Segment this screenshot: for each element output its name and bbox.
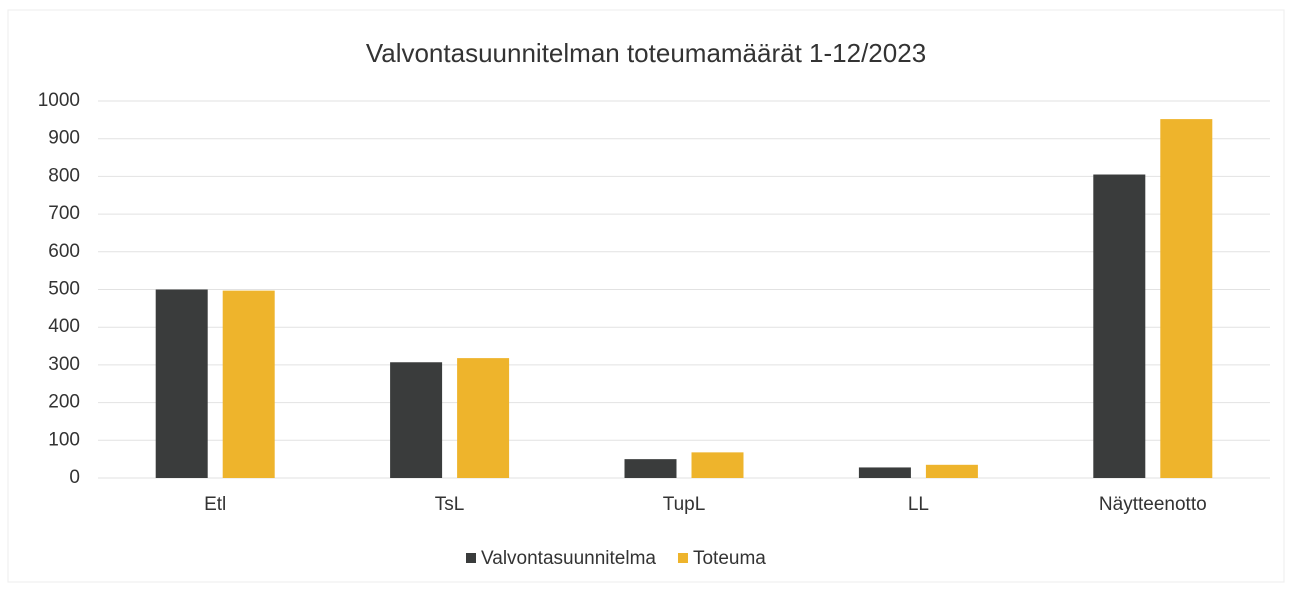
y-tick-label: 800 [48, 165, 80, 186]
bar [1160, 119, 1213, 478]
y-tick-label: 400 [48, 316, 80, 337]
chart-title: Valvontasuunnitelman toteumamäärät 1-12/… [366, 38, 926, 68]
bar [691, 452, 744, 478]
y-tick-label: 100 [48, 429, 80, 450]
legend-label: Valvontasuunnitelma [481, 548, 656, 569]
legend-label: Toteuma [693, 548, 766, 569]
bar [457, 358, 510, 478]
bar [1093, 174, 1146, 478]
bar [624, 459, 677, 478]
y-tick-label: 300 [48, 354, 80, 375]
x-tick-label: TupL [663, 494, 706, 515]
x-tick-label: Näytteenotto [1099, 494, 1207, 515]
bar [925, 464, 978, 478]
bar [222, 290, 275, 478]
chart-border [7, 9, 1285, 583]
y-tick-label: 500 [48, 279, 80, 300]
y-tick-label: 700 [48, 203, 80, 224]
y-tick-label: 200 [48, 392, 80, 413]
y-tick-label: 600 [48, 241, 80, 262]
y-tick-label: 900 [48, 128, 80, 149]
y-tick-label: 1000 [38, 90, 80, 111]
legend-swatch [466, 553, 476, 563]
x-tick-label: TsL [435, 494, 465, 515]
y-tick-label: 0 [69, 467, 80, 488]
bar [858, 467, 911, 478]
bar [155, 289, 208, 478]
x-tick-label: LL [908, 494, 929, 515]
legend-swatch [677, 553, 688, 563]
x-tick-label: Etl [204, 494, 226, 515]
bar [390, 362, 443, 478]
